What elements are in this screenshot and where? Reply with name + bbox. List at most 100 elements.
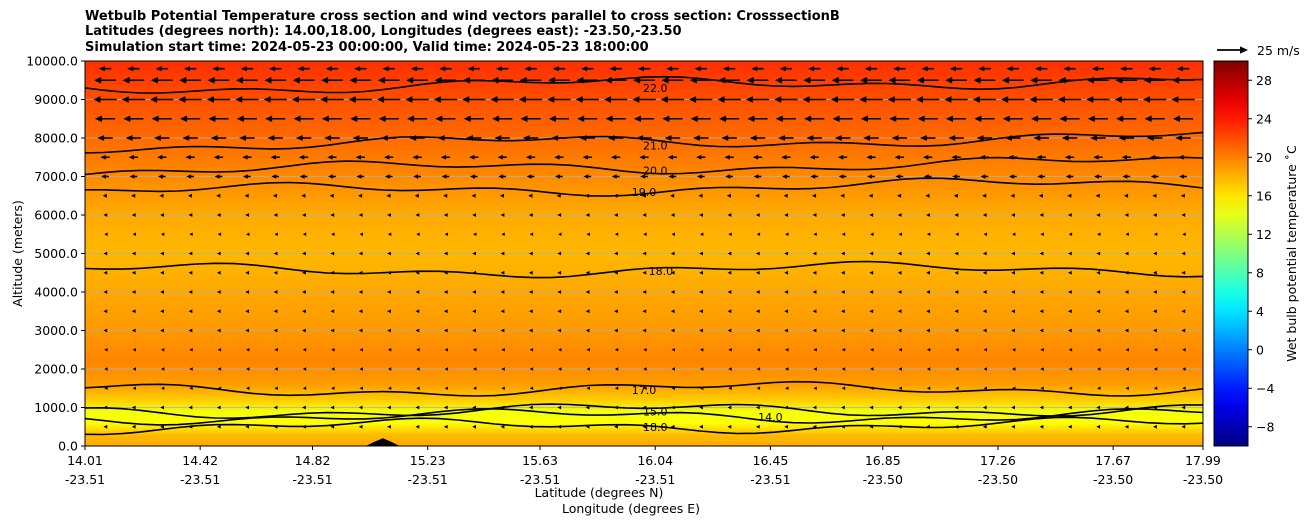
wind-vector-r8-c31 bbox=[982, 213, 987, 217]
wind-vector-r3-c7 bbox=[293, 115, 314, 122]
wind-vector-r9-c26 bbox=[841, 232, 846, 236]
wind-vector-r13-c2 bbox=[160, 309, 164, 314]
wind-vector-r4-c23 bbox=[749, 135, 766, 141]
wind-vector-r13-c15 bbox=[528, 309, 533, 314]
wind-vector-r12-c13 bbox=[472, 290, 477, 294]
wind-vector-r17-c23 bbox=[756, 386, 761, 390]
wind-vector-r10-c15 bbox=[528, 251, 533, 256]
contour-label-4: 18.0 bbox=[649, 265, 674, 278]
wind-vector-r19-c10 bbox=[387, 424, 391, 429]
wind-vector-r8-c4 bbox=[216, 213, 221, 217]
wind-vector-r7-c7 bbox=[301, 193, 306, 198]
wind-vector-r16-c9 bbox=[359, 367, 363, 371]
wind-vector-r16-c11 bbox=[416, 367, 420, 371]
wind-vector-r9-c37 bbox=[1153, 232, 1158, 236]
wind-vector-r4-c28 bbox=[891, 135, 908, 141]
wind-vector-r13-c18 bbox=[614, 309, 618, 314]
wind-vector-r5-c21 bbox=[696, 154, 706, 160]
wind-vector-r12-c27 bbox=[869, 290, 874, 294]
wind-vector-r18-c9 bbox=[358, 405, 363, 410]
wind-vector-r1-c10 bbox=[377, 76, 400, 84]
wind-vector-r6-c32 bbox=[1008, 174, 1017, 179]
wind-vector-r2-c1 bbox=[121, 96, 145, 103]
wind-vector-r4-c14 bbox=[494, 135, 510, 141]
wind-vector-r5-c31 bbox=[979, 154, 990, 160]
wind-vector-r15-c29 bbox=[926, 348, 931, 352]
colorbar-ticks: −8 −4 0 4 8 12 16 20 24 28 bbox=[1248, 73, 1274, 434]
wind-vector-r11-c28 bbox=[897, 270, 902, 275]
wind-vector-r3-c3 bbox=[180, 115, 201, 122]
wind-vector-r13-c27 bbox=[869, 309, 874, 314]
wind-vector-r6-c27 bbox=[867, 174, 875, 179]
wind-vector-r8-c7 bbox=[302, 213, 306, 217]
wind-vector-r17-c34 bbox=[1068, 386, 1073, 390]
wind-vector-r3-c34 bbox=[1059, 115, 1080, 122]
wind-vector-r16-c19 bbox=[643, 367, 647, 371]
wind-vector-r15-c12 bbox=[444, 348, 449, 352]
wind-vector-r7-c31 bbox=[982, 193, 987, 198]
wind-vector-r8-c0 bbox=[103, 213, 108, 217]
wind-vector-r12-c1 bbox=[131, 290, 136, 294]
wind-vector-r12-c23 bbox=[755, 290, 760, 294]
wind-vector-r18-c23 bbox=[755, 405, 760, 410]
wind-vector-r15-c0 bbox=[104, 348, 108, 352]
wind-vector-r10-c10 bbox=[387, 251, 391, 256]
wind-vector-r2-c27 bbox=[859, 96, 883, 103]
wind-vector-r3-c1 bbox=[123, 115, 144, 122]
wind-vector-r17-c5 bbox=[246, 386, 250, 390]
wind-vector-r5-c3 bbox=[185, 154, 195, 160]
wind-vector-r4-c9 bbox=[352, 135, 369, 141]
wind-vector-r11-c27 bbox=[869, 270, 874, 275]
wind-vector-r14-c35 bbox=[1096, 328, 1101, 333]
wind-vector-r16-c31 bbox=[983, 367, 988, 371]
wind-vector-r3-c19 bbox=[633, 115, 655, 122]
wind-vector-r7-c4 bbox=[216, 193, 221, 198]
wind-vector-r4-c6 bbox=[267, 135, 283, 141]
wind-vector-r7-c32 bbox=[1010, 193, 1015, 198]
wind-vector-r11-c11 bbox=[415, 270, 420, 275]
wind-vector-r8-c18 bbox=[614, 213, 618, 217]
chart-title-line-3: Simulation start time: 2024-05-23 00:00:… bbox=[85, 40, 649, 55]
x-tick-lat-5: 16.04 bbox=[637, 453, 673, 468]
wind-vector-r0-c37 bbox=[1148, 66, 1161, 72]
wind-vector-r13-c1 bbox=[131, 309, 136, 314]
wind-vector-r17-c3 bbox=[189, 386, 193, 390]
wind-vector-r9-c15 bbox=[529, 232, 534, 236]
wind-vector-r19-c31 bbox=[982, 424, 987, 429]
wind-vector-r16-c27 bbox=[870, 367, 874, 371]
wind-vector-r13-c0 bbox=[103, 309, 108, 314]
x-tick-lat-7: 16.85 bbox=[865, 453, 901, 468]
contour-line-3 bbox=[85, 177, 1203, 197]
wind-vector-r19-c37 bbox=[1153, 424, 1157, 429]
wind-vector-r17-c20 bbox=[671, 386, 675, 390]
wind-vector-r10-c8 bbox=[330, 251, 335, 256]
wind-vector-r5-c10 bbox=[384, 154, 394, 160]
wind-vector-r5-c22 bbox=[724, 154, 734, 160]
y-tick-label-2: 2000.0 bbox=[34, 362, 78, 377]
wind-vector-r17-c9 bbox=[359, 386, 363, 390]
wind-vector-r13-c36 bbox=[1124, 309, 1129, 314]
wind-vector-r12-c0 bbox=[103, 290, 108, 294]
wind-vector-r6-c34 bbox=[1065, 174, 1074, 179]
wind-vector-r6-c10 bbox=[384, 174, 393, 179]
colorbar-scale bbox=[1213, 60, 1249, 447]
wind-vector-r4-c12 bbox=[437, 135, 454, 141]
wind-vector-r19-c21 bbox=[699, 424, 703, 429]
wind-vector-r5-c12 bbox=[440, 154, 451, 160]
wind-vector-r2-c7 bbox=[291, 96, 316, 103]
wind-vector-r10-c25 bbox=[812, 251, 817, 256]
wind-vector-r7-c10 bbox=[386, 193, 391, 198]
wind-vector-r7-c18 bbox=[613, 193, 618, 198]
wind-vector-r18-c6 bbox=[273, 405, 278, 410]
wind-vector-r3-c16 bbox=[548, 115, 569, 122]
wind-vector-r7-c6 bbox=[272, 193, 278, 198]
wind-vector-r9-c29 bbox=[926, 232, 931, 236]
wind-vector-r8-c38 bbox=[1181, 213, 1186, 217]
wind-vector-r10-c35 bbox=[1096, 251, 1101, 256]
wind-vector-r13-c12 bbox=[443, 309, 448, 314]
wind-vector-r6-c22 bbox=[725, 174, 733, 179]
wind-vector-r0-c1 bbox=[127, 66, 140, 72]
wind-vector-r1-c21 bbox=[689, 76, 712, 84]
wind-vector-r4-c27 bbox=[863, 135, 879, 141]
wind-vector-r14-c31 bbox=[982, 328, 987, 333]
